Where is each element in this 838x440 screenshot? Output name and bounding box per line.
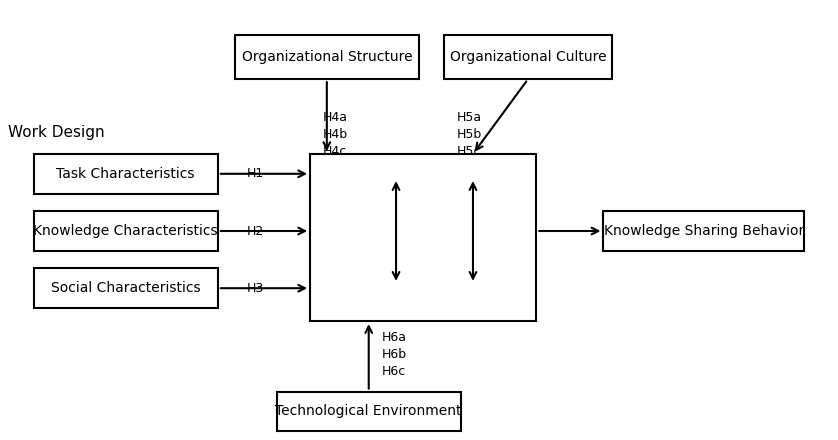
FancyBboxPatch shape bbox=[235, 35, 419, 79]
FancyBboxPatch shape bbox=[34, 154, 218, 194]
Text: Knowledge Sharing Behavior: Knowledge Sharing Behavior bbox=[604, 224, 804, 238]
Text: H1: H1 bbox=[247, 167, 265, 180]
FancyBboxPatch shape bbox=[603, 211, 804, 251]
FancyBboxPatch shape bbox=[34, 268, 218, 308]
Text: Knowledge Characteristics: Knowledge Characteristics bbox=[34, 224, 218, 238]
FancyBboxPatch shape bbox=[34, 211, 218, 251]
Text: Work Design: Work Design bbox=[8, 125, 105, 139]
FancyBboxPatch shape bbox=[444, 35, 612, 79]
Text: H6a
H6b
H6c: H6a H6b H6c bbox=[381, 331, 406, 378]
Text: H2: H2 bbox=[247, 224, 265, 238]
Text: Organizational Culture: Organizational Culture bbox=[450, 50, 606, 64]
Text: Social Characteristics: Social Characteristics bbox=[51, 281, 200, 295]
Text: H4a
H4b
H4c: H4a H4b H4c bbox=[323, 111, 348, 158]
FancyBboxPatch shape bbox=[277, 392, 461, 431]
Text: H3: H3 bbox=[247, 282, 265, 295]
Text: Technological Environment: Technological Environment bbox=[276, 404, 462, 418]
FancyBboxPatch shape bbox=[310, 154, 536, 321]
Text: H5a
H5b
H5c: H5a H5b H5c bbox=[457, 111, 482, 158]
Text: Task Characteristics: Task Characteristics bbox=[56, 167, 195, 181]
Text: Organizational Structure: Organizational Structure bbox=[241, 50, 412, 64]
